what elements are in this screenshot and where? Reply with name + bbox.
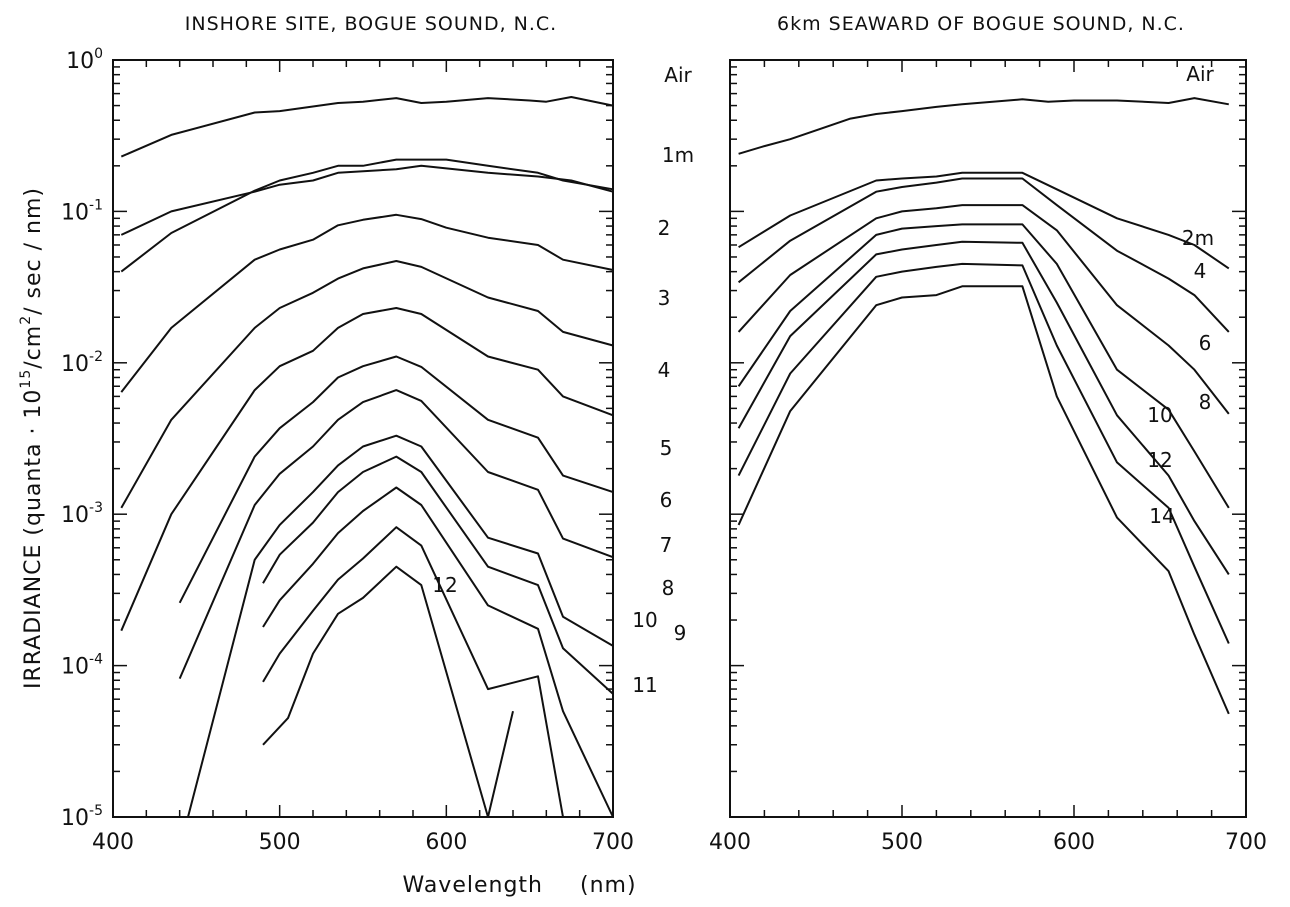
y-axis-label: IRRADIANCE (quanta · 1015/cm2/ sec / nm) [18, 187, 46, 689]
y-tick-label: 10-4 [61, 652, 103, 680]
series-label: Air [1186, 62, 1214, 86]
series-line [178, 355, 614, 604]
series-label: 10 [632, 608, 657, 632]
series-line [737, 262, 1230, 644]
series-line [120, 260, 614, 509]
seaward-title: 6km SEAWARD OF BOGUE SOUND, N.C. [777, 13, 1185, 35]
series-label: 4 [658, 358, 671, 382]
y-tick-label: 10-1 [61, 197, 103, 225]
series-line [120, 96, 614, 158]
series-line [737, 204, 1230, 415]
x-tick-label: 400 [709, 830, 751, 855]
series-label: 8 [1199, 390, 1212, 414]
series-label: 8 [662, 576, 675, 600]
series-label: 2 [658, 216, 671, 240]
series-line [737, 285, 1230, 715]
inshore-line-labels: Air 1m 2 3 4 5 6 7 8 9 10 11 12 [432, 63, 694, 697]
x-tick-label: 700 [592, 830, 634, 855]
x-tick-label: 700 [1225, 830, 1267, 855]
series-label: 14 [1149, 504, 1174, 528]
y-tick-label: 10-2 [61, 349, 103, 377]
series-label: 12 [432, 573, 457, 597]
inshore-plot-frame [112, 59, 614, 818]
series-line [262, 526, 564, 818]
y-tick-label: 10-5 [61, 803, 103, 831]
series-line [737, 240, 1230, 575]
series-label: Air [664, 63, 692, 87]
series-line [262, 486, 614, 818]
x-tick-label: 500 [881, 830, 923, 855]
series-line [120, 307, 614, 632]
series-label: 11 [632, 673, 657, 697]
series-label: 1m [662, 143, 694, 167]
series-line [120, 164, 614, 236]
series-label: 4 [1194, 259, 1207, 283]
series-line [187, 434, 614, 818]
series-line [738, 171, 1230, 270]
seaward-plot-frame [729, 59, 1247, 818]
series-label: 12 [1147, 448, 1172, 472]
seaward-series [737, 97, 1230, 715]
inshore-ticks: 400 500 600 700 100 10-1 10-2 10-3 10-4 10-5 [61, 46, 634, 855]
x-tick-label: 600 [425, 830, 467, 855]
series-line [738, 97, 1229, 155]
x-tick-label: 500 [259, 830, 301, 855]
seaward-panel: 6km SEAWARD OF BOGUE SOUND, N.C. 400 500 6… [709, 13, 1267, 855]
x-axis-unit: (nm) [580, 873, 637, 898]
y-tick-label: 10-3 [61, 500, 103, 528]
series-line [737, 223, 1230, 509]
series-label: 10 [1147, 403, 1172, 427]
series-label: 7 [660, 533, 673, 557]
x-tick-label: 600 [1053, 830, 1095, 855]
series-label: 6 [660, 488, 673, 512]
series-label: 9 [674, 621, 687, 645]
series-line [262, 565, 514, 818]
series-line [178, 389, 614, 679]
seaward-line-labels: Air 2m 4 6 8 10 12 14 [1147, 62, 1214, 528]
series-label: 2m [1182, 226, 1214, 250]
series-line [262, 455, 614, 695]
series-line [737, 177, 1230, 333]
inshore-panel: INSHORE SITE, BOGUE SOUND, N.C. 400 500 60… [61, 13, 694, 855]
seaward-ticks: 400 500 600 700 [709, 60, 1267, 855]
series-line [120, 213, 614, 393]
series-label: 6 [1199, 331, 1212, 355]
inshore-title: INSHORE SITE, BOGUE SOUND, N.C. [185, 13, 557, 35]
inshore-series [120, 96, 614, 818]
x-tick-label: 400 [92, 830, 134, 855]
y-tick-label: 100 [66, 46, 103, 74]
series-label: 3 [658, 286, 671, 310]
x-axis-label: Wavelength [402, 873, 543, 898]
series-line [120, 158, 614, 273]
series-label: 5 [660, 436, 673, 460]
